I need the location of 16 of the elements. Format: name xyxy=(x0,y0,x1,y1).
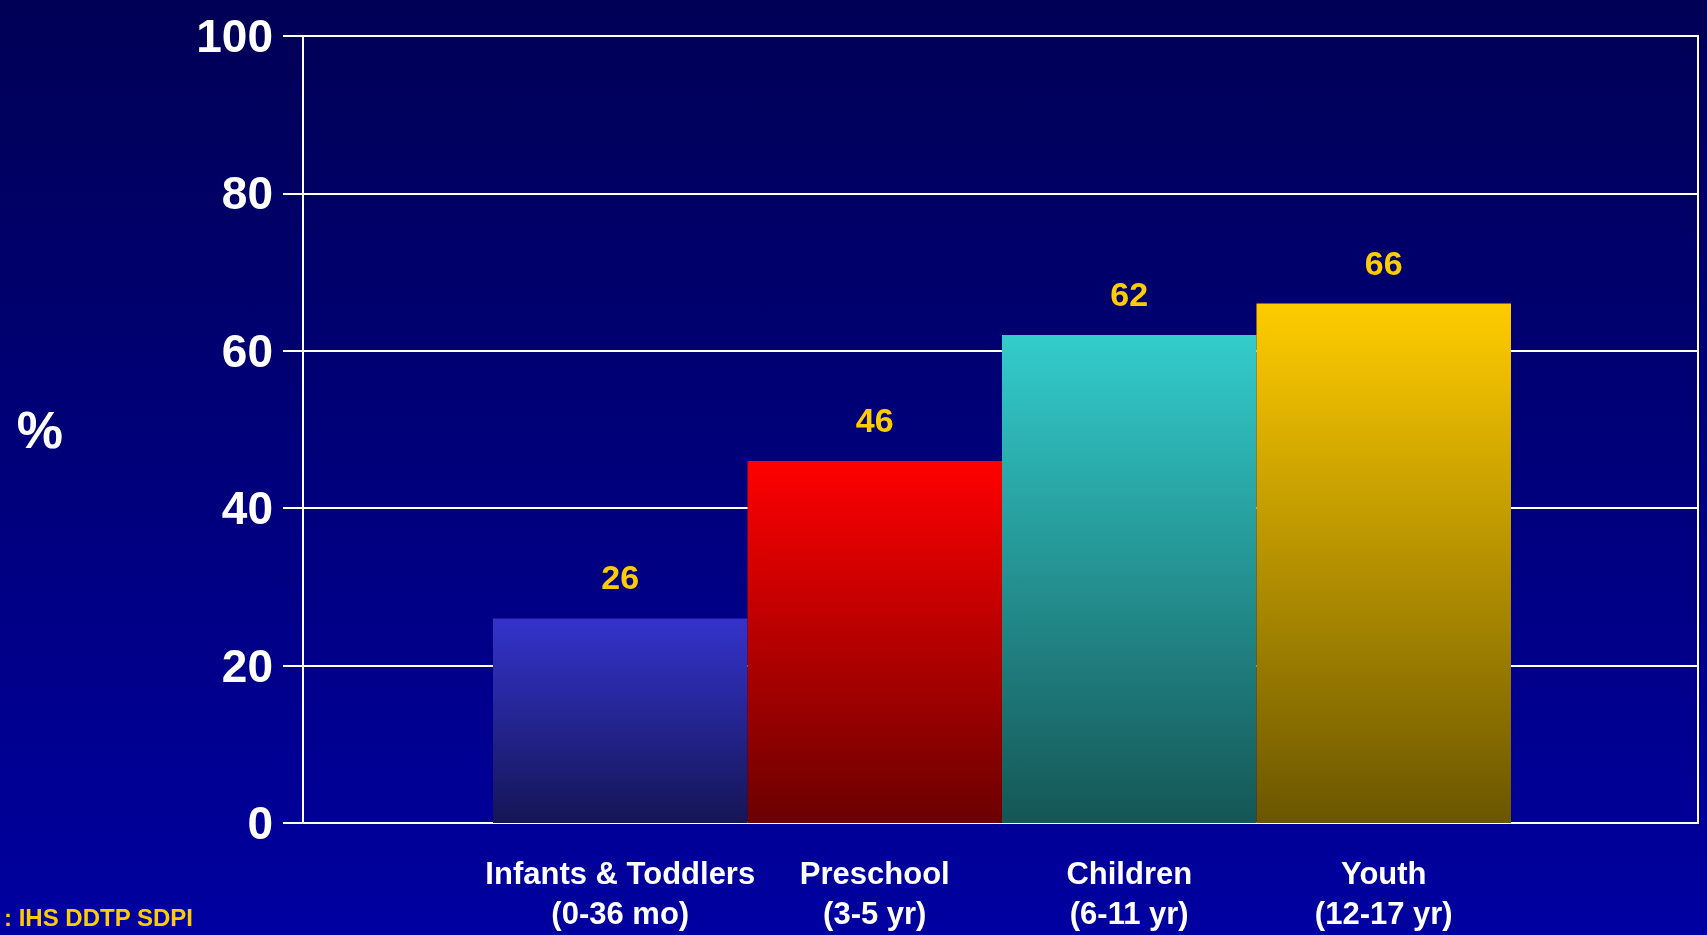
x-tick-label: Children (6-11 yr) xyxy=(1066,855,1193,931)
data-label: 46 xyxy=(855,400,894,439)
x-tick-label: Preschool (3-5 yr) xyxy=(799,855,950,931)
y-tick-label: 80 xyxy=(221,167,273,220)
text: : IHS DDTP SDPI xyxy=(4,903,193,931)
y-tick-label: 20 xyxy=(221,639,273,692)
x-tick-label: Infants & Toddlers (0-36 mo) xyxy=(485,855,756,931)
y-tick-label: 100 xyxy=(196,10,273,62)
y-axis-title: % xyxy=(16,400,63,459)
data-label: 66 xyxy=(1364,243,1403,282)
y-tick-label: 0 xyxy=(247,797,273,849)
data-label: 26 xyxy=(601,558,640,597)
x-tick-label: Youth (12-17 yr) xyxy=(1314,855,1453,931)
y-tick-label: 40 xyxy=(221,482,273,535)
y-tick-label: 60 xyxy=(221,324,273,377)
data-label: 62 xyxy=(1110,275,1149,314)
